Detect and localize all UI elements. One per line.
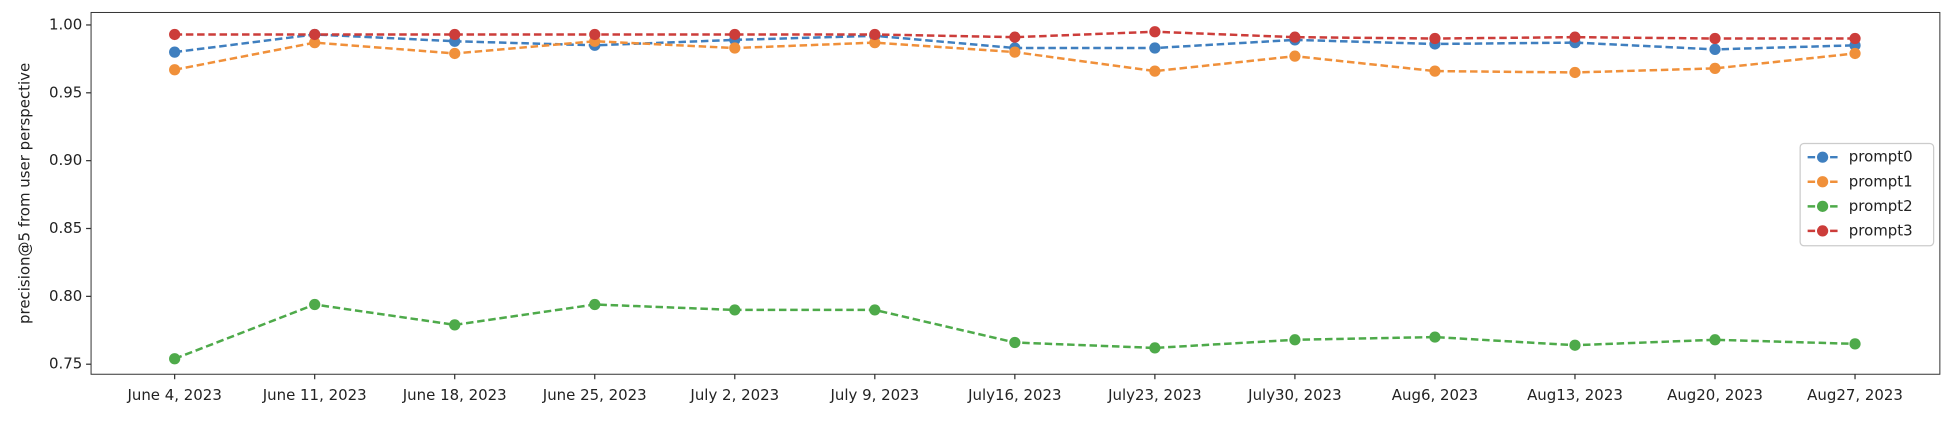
data-point	[1709, 62, 1721, 74]
data-point	[1429, 65, 1441, 77]
x-tick-label: June 4, 2023	[126, 386, 221, 404]
data-point	[869, 36, 881, 49]
y-tick-label: 0.85	[49, 219, 82, 237]
data-point	[1569, 31, 1581, 43]
data-point	[169, 353, 181, 365]
plot-group: precision@5 from user perspective 0.75 0.…	[15, 11, 1941, 404]
data-point	[1149, 42, 1161, 54]
data-point	[869, 304, 881, 316]
legend-box	[1799, 142, 1935, 247]
x-tick-label: Aug20, 2023	[1667, 386, 1763, 404]
y-tick-label: 0.95	[49, 83, 82, 101]
x-tick-label: July30, 2023	[1247, 386, 1341, 404]
data-point	[1849, 32, 1861, 45]
x-tick-label: June 11, 2023	[262, 386, 367, 404]
plot-frame	[90, 11, 1941, 375]
data-point	[1849, 338, 1861, 350]
y-axis-label: precision@5 from user perspective	[15, 63, 33, 324]
x-tick-label: June 18, 2023	[402, 386, 507, 404]
y-tick-label: 0.90	[49, 151, 82, 169]
legend-label: prompt3	[1849, 221, 1913, 239]
x-tick-label: Aug27, 2023	[1807, 386, 1903, 404]
y-tick-label: 1.00	[49, 15, 82, 33]
data-point	[1289, 31, 1301, 43]
legend-label: prompt1	[1849, 172, 1913, 190]
x-tick-label: July 2, 2023	[689, 386, 779, 404]
data-point	[449, 319, 461, 331]
x-tick-label: Aug13, 2023	[1527, 386, 1623, 404]
data-point	[1569, 339, 1581, 351]
data-point	[1429, 331, 1441, 343]
data-point	[169, 28, 181, 41]
data-point	[589, 28, 601, 41]
legend-marker	[1816, 151, 1829, 163]
data-point	[1009, 46, 1021, 58]
data-point	[1569, 66, 1581, 79]
data-point	[1009, 31, 1021, 43]
data-point	[869, 28, 881, 41]
series-line	[174, 303, 1856, 360]
legend-label: prompt2	[1849, 197, 1913, 215]
data-point	[169, 64, 181, 76]
data-point	[169, 46, 181, 58]
data-point	[309, 36, 321, 49]
data-point	[1849, 47, 1861, 60]
legend-marker	[1816, 176, 1829, 188]
data-point	[1709, 334, 1721, 346]
data-point	[449, 28, 461, 41]
legend-label: prompt0	[1849, 148, 1913, 166]
x-tick-label: July23, 2023	[1107, 386, 1201, 404]
data-point	[1289, 50, 1301, 62]
data-point	[1289, 334, 1301, 346]
x-tick-label: June 25, 2023	[542, 386, 647, 404]
y-tick-label: 0.80	[49, 287, 82, 305]
data-point	[1709, 32, 1721, 45]
legend-marker	[1816, 225, 1829, 237]
data-point	[309, 298, 321, 311]
legend-marker	[1816, 200, 1829, 212]
data-point	[1429, 32, 1441, 45]
data-point	[309, 28, 321, 41]
data-point	[1009, 336, 1021, 349]
x-tick-label: July 9, 2023	[829, 386, 919, 404]
data-point	[729, 28, 741, 41]
data-point	[589, 298, 601, 311]
data-point	[1149, 26, 1161, 38]
data-point	[449, 47, 461, 60]
data-point	[1709, 43, 1721, 55]
data-point	[1149, 342, 1161, 354]
data-point	[1149, 65, 1161, 77]
y-tick-label: 0.75	[49, 355, 82, 373]
x-tick-label: Aug6, 2023	[1392, 386, 1478, 404]
x-tick-label: July16, 2023	[967, 386, 1061, 404]
data-point	[729, 304, 741, 316]
data-point	[729, 42, 741, 54]
